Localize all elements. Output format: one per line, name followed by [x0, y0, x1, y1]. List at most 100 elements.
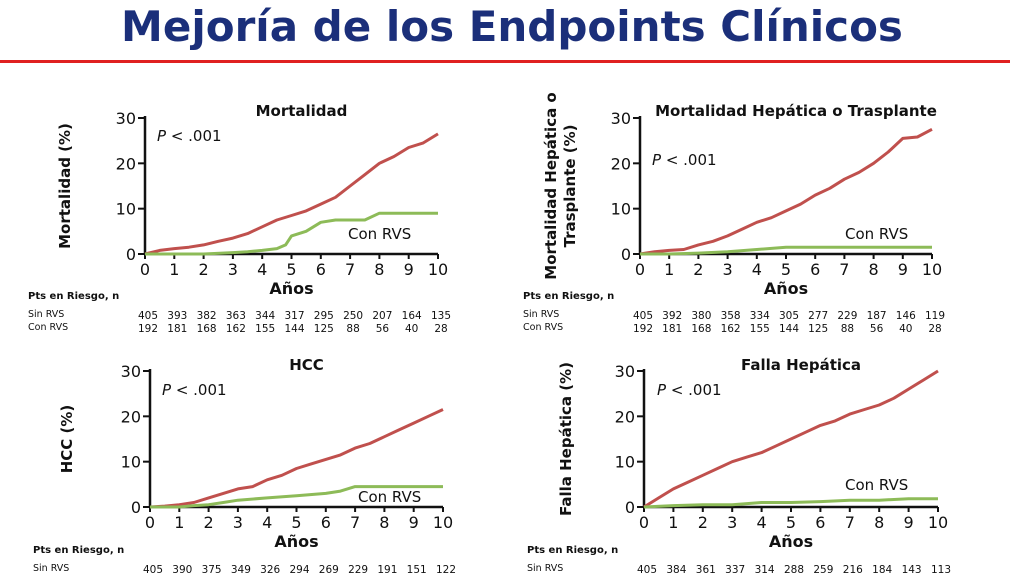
chart3-x-tick-label: 1: [174, 513, 184, 532]
chart2-risk-value: 277: [808, 310, 828, 322]
chart2-risk-value: 181: [662, 323, 682, 335]
chart3-title: HCC: [289, 356, 324, 374]
chart2-x-tick-label: 2: [693, 260, 703, 279]
chart4-x-tick-label: 0: [639, 513, 649, 532]
chart1-y-axis-label: Mortalidad (%): [56, 123, 74, 249]
chart1-y-tick-label: 0: [126, 245, 136, 264]
chart3-y-tick-label: 0: [131, 498, 141, 517]
chart2-risk-value: 192: [633, 323, 653, 335]
chart1-risk-value: 393: [167, 310, 187, 322]
chart1-risk-value: 125: [314, 323, 334, 335]
chart3-x-tick-label: 2: [204, 513, 214, 532]
chart2-risk-value: 168: [691, 323, 711, 335]
chart1-title: Mortalidad: [256, 102, 348, 120]
chart2-risk-row-label: Con RVS: [523, 322, 563, 333]
chart2-x-tick-label: 7: [839, 260, 849, 279]
chart4-risk-value: 288: [784, 564, 804, 576]
chart3-risk-value: 405: [143, 564, 163, 576]
chart1-p-value: P < .001: [157, 127, 222, 145]
chart4-y-axis-label: Falla Hepática (%): [557, 362, 575, 516]
chart1-risk-value: 164: [402, 310, 422, 322]
chart4-y-tick-label: 30: [615, 362, 635, 381]
chart2-x-tick-label: 1: [664, 260, 674, 279]
chart2-risk-value: 405: [633, 310, 653, 322]
chart1-risk-value: 88: [346, 323, 359, 335]
chart1-x-tick-label: 5: [286, 260, 296, 279]
chart1-risk-row-label: Sin RVS: [28, 309, 64, 320]
chart3-x-tick-label: 4: [262, 513, 272, 532]
chart2-title: Mortalidad Hepática o Trasplante: [655, 102, 937, 120]
chart1-risk-value: 181: [167, 323, 187, 335]
chart2-x-tick-label: 0: [635, 260, 645, 279]
chart2-series-label: Con RVS: [845, 225, 908, 243]
chart1-x-tick-label: 1: [169, 260, 179, 279]
chart2-risk-value: 358: [721, 310, 741, 322]
chart3-risk-value: 151: [407, 564, 427, 576]
chart1-risk-value: 317: [284, 310, 304, 322]
chart2-risk-value: 229: [837, 310, 857, 322]
chart1-y-tick-label: 10: [116, 200, 136, 219]
chart4-x-tick-label: 1: [668, 513, 678, 532]
slide-title: Mejoría de los Endpoints Clínicos: [121, 2, 903, 51]
chart2-series-line-sin-rvs: [639, 127, 933, 256]
chart2-series-line-con-rvs: [640, 245, 932, 256]
chart4-risk-value: 405: [637, 564, 657, 576]
chart4-x-axis-label: Años: [769, 532, 813, 551]
chart1-risk-value: 162: [226, 323, 246, 335]
chart1-y-tick-label: 30: [116, 109, 136, 128]
chart2-x-tick-label: 6: [810, 260, 820, 279]
chart3-x-tick-label: 3: [233, 513, 243, 532]
chart3-risk-value: 390: [172, 564, 192, 576]
chart4-risk-value: 337: [725, 564, 745, 576]
chart2-p-value: P < .001: [652, 151, 717, 169]
chart1-y-tick-label: 20: [116, 154, 136, 173]
chart3-x-tick-label: 6: [321, 513, 331, 532]
chart2-risk-value: 187: [867, 310, 887, 322]
chart3-risk-header: Pts en Riesgo, n: [33, 545, 124, 556]
chart3-y-tick-label: 10: [121, 453, 141, 472]
chart3-risk-value: 191: [377, 564, 397, 576]
chart2-risk-value: 40: [899, 323, 912, 335]
chart3-risk-value: 269: [319, 564, 339, 576]
chart4-risk-value: 184: [872, 564, 892, 576]
chart1-risk-value: 168: [197, 323, 217, 335]
chart1-x-tick-label: 0: [140, 260, 150, 279]
chart3-risk-value: 122: [436, 564, 456, 576]
chart2-risk-value: 28: [928, 323, 941, 335]
chart3-y-tick-label: 30: [121, 362, 141, 381]
chart4-x-tick-label: 4: [757, 513, 767, 532]
chart4-p-value: P < .001: [657, 381, 722, 399]
chart4-risk-row-label: Sin RVS: [527, 563, 563, 574]
chart1-x-tick-label: 2: [199, 260, 209, 279]
chart1-x-tick-label: 6: [316, 260, 326, 279]
chart3-x-tick-label: 7: [350, 513, 360, 532]
chart1-x-tick-label: 10: [428, 260, 448, 279]
chart1-x-tick-label: 4: [257, 260, 267, 279]
chart3-x-axis-label: Años: [274, 532, 318, 551]
chart2-risk-value: 334: [750, 310, 770, 322]
chart2-x-tick-label: 3: [723, 260, 733, 279]
chart2-risk-row-label: Sin RVS: [523, 309, 559, 320]
chart1-risk-value: 295: [314, 310, 334, 322]
chart1-risk-value: 28: [434, 323, 447, 335]
chart2-risk-value: 380: [691, 310, 711, 322]
chart3-risk-value: 375: [202, 564, 222, 576]
chart2-y-tick-label: 20: [611, 154, 631, 173]
chart4-risk-header: Pts en Riesgo, n: [527, 545, 618, 556]
chart4-x-tick-label: 7: [845, 513, 855, 532]
chart4-risk-value: 314: [755, 564, 775, 576]
chart1-risk-header: Pts en Riesgo, n: [28, 291, 119, 302]
chart4-x-tick-label: 3: [727, 513, 737, 532]
chart2-x-tick-label: 10: [922, 260, 942, 279]
chart1-risk-value: 155: [255, 323, 275, 335]
chart1-x-axis-label: Años: [269, 279, 313, 298]
chart1-risk-value: 192: [138, 323, 158, 335]
title-divider: [0, 60, 1010, 63]
chart2-risk-value: 125: [808, 323, 828, 335]
chart2-y-axis-label: Mortalidad Hepática oTrasplante (%): [542, 92, 579, 279]
chart1-risk-value: 144: [284, 323, 304, 335]
chart4-risk-value: 113: [931, 564, 951, 576]
chart3-risk-value: 229: [348, 564, 368, 576]
chart2-risk-value: 119: [925, 310, 945, 322]
chart3-x-tick-label: 9: [409, 513, 419, 532]
